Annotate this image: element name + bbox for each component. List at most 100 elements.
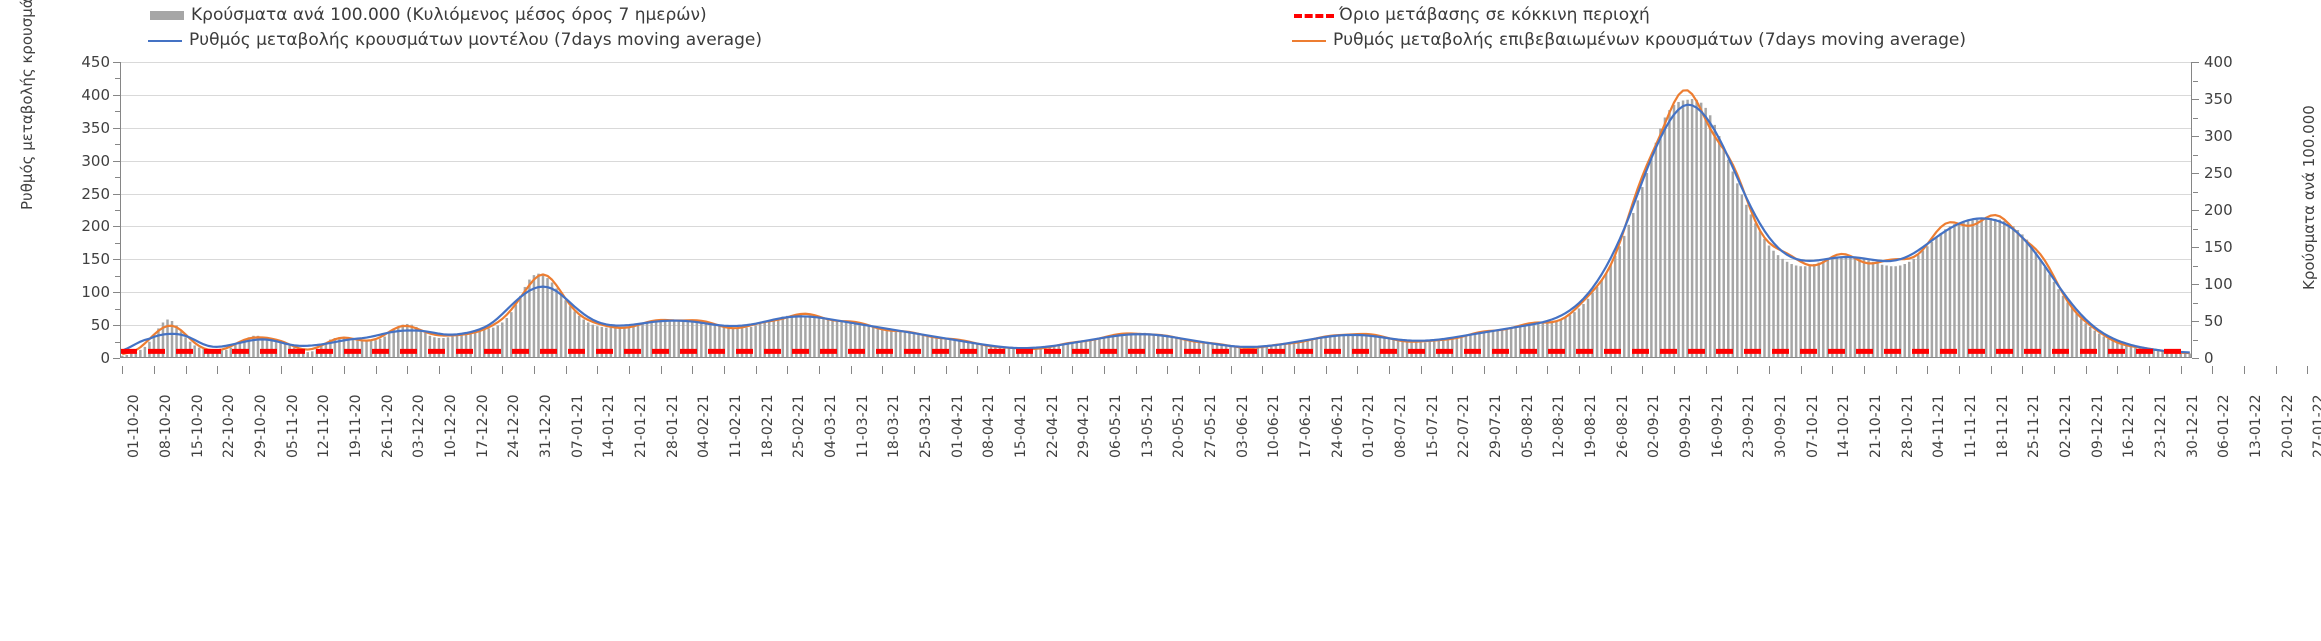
x-axis-tick-label: 18-02-21	[759, 394, 776, 458]
legend-item-confirmed-rate[interactable]: Ρυθμός μεταβολής επιβεβαιωμένων κρουσμάτ…	[1292, 32, 1966, 49]
y-axis-tick-mark	[113, 160, 120, 162]
bar	[333, 338, 337, 358]
bar	[1690, 99, 1694, 358]
x-axis-tick-mark	[2212, 366, 2214, 374]
bar	[1152, 334, 1155, 358]
bar	[491, 327, 495, 358]
x-axis-tick-mark	[1515, 366, 1517, 374]
x-axis-tick-label: 02-12-21	[2058, 394, 2075, 458]
x-axis-tick-label: 01-10-20	[126, 394, 143, 458]
bar	[1885, 265, 1888, 358]
legend-item-red-threshold[interactable]: Όριο μετάβασης σε κόκκινη περιοχή	[1294, 7, 1650, 24]
bar	[1627, 224, 1631, 358]
bar	[519, 295, 522, 358]
bar	[1849, 255, 1852, 358]
x-axis-tick-label: 04-03-21	[822, 394, 839, 458]
x-axis-tick-mark	[1864, 366, 1865, 374]
bar	[211, 351, 214, 358]
bar	[577, 315, 581, 358]
bar	[939, 338, 943, 358]
bar	[487, 328, 490, 358]
legend-item-model-rate[interactable]: Ρυθμός μεταβολής κρουσμάτων μοντέλου (7d…	[148, 32, 762, 49]
bar	[659, 321, 662, 358]
bar	[1387, 338, 1391, 358]
bar	[1537, 323, 1540, 358]
y-axis-minor-tick	[115, 210, 120, 211]
y-axis-right-title: Κρούσματα ανά 100.000	[2300, 105, 2318, 290]
bar	[921, 335, 925, 358]
bar	[528, 279, 531, 358]
y-axis-minor-tick	[2193, 228, 2198, 230]
x-axis-tick-mark	[629, 366, 630, 374]
bar	[1455, 337, 1459, 358]
bar	[894, 330, 898, 358]
bar	[2021, 234, 2024, 358]
bar	[722, 326, 726, 358]
x-axis-tick-label: 24-12-20	[506, 394, 523, 458]
bar	[175, 325, 178, 358]
bar	[1708, 115, 1712, 358]
bar	[179, 331, 183, 358]
bar	[2003, 221, 2006, 358]
bar	[1342, 334, 1345, 358]
x-axis-tick-label: 31-12-20	[537, 394, 554, 458]
y-axis-tick-mark	[113, 193, 120, 195]
y-axis-tick-mark	[2192, 247, 2199, 248]
bar	[885, 329, 889, 358]
gridline	[120, 193, 2192, 195]
bar	[790, 315, 794, 358]
x-axis-tick-mark	[407, 366, 409, 374]
bar	[777, 318, 780, 358]
x-axis-tick-mark	[1642, 366, 1644, 374]
y-axis-minor-tick	[115, 308, 120, 310]
x-axis-tick-label: 09-09-21	[1678, 394, 1694, 458]
legend-item-cases-per-100k[interactable]: Κρούσματα ανά 100.000 (Κυλιόμενος μέσος …	[150, 7, 707, 24]
x-axis-tick-mark	[1800, 366, 1802, 374]
x-axis-tick-label: 06-05-21	[1107, 394, 1124, 458]
bar	[835, 321, 839, 358]
bar	[351, 338, 355, 358]
bar	[1568, 315, 1572, 358]
bar	[1840, 256, 1843, 358]
x-axis-tick-mark	[1294, 366, 1295, 374]
y-axis-minor-tick	[115, 275, 120, 277]
bar	[632, 325, 635, 358]
bar	[401, 324, 404, 358]
bar	[1500, 329, 1504, 358]
bar	[813, 317, 816, 358]
bar	[1785, 261, 1789, 358]
bar	[1740, 194, 1744, 358]
bar	[1098, 338, 1101, 358]
x-axis-tick-mark	[1959, 366, 1960, 374]
bar	[650, 322, 653, 358]
y-axis-left	[120, 62, 121, 358]
x-axis-tick-label: 20-05-21	[1171, 394, 1188, 458]
bar	[1229, 346, 1232, 358]
bar	[600, 326, 604, 358]
bar	[1491, 331, 1495, 358]
bar	[682, 320, 685, 358]
bar	[1659, 128, 1662, 358]
bar	[1356, 333, 1359, 358]
bar	[1993, 218, 1997, 358]
y-axis-tick-mark	[113, 292, 120, 294]
bar	[1767, 245, 1771, 358]
bar	[143, 346, 147, 358]
bar	[1826, 259, 1830, 358]
bar	[1369, 335, 1373, 358]
bar	[876, 327, 880, 358]
y-axis-tick-mark	[2192, 284, 2199, 285]
x-axis-tick-mark	[882, 366, 884, 374]
y-axis-tick-mark	[113, 226, 120, 228]
x-axis-labels: 01-10-20 08-10-20 15-10-20 22-10-20 29-10-20…	[120, 366, 2321, 486]
bar	[1555, 321, 1558, 358]
bar	[976, 343, 979, 358]
bar	[329, 339, 332, 358]
x-axis-tick-label: 15-04-21	[1012, 394, 1029, 458]
x-axis-tick-label: 27-05-21	[1202, 394, 1219, 458]
bar	[758, 323, 762, 358]
bar	[2057, 289, 2060, 358]
y-axis-left-tick-label: 350	[81, 118, 110, 137]
bar	[206, 350, 210, 358]
bar	[419, 329, 423, 358]
